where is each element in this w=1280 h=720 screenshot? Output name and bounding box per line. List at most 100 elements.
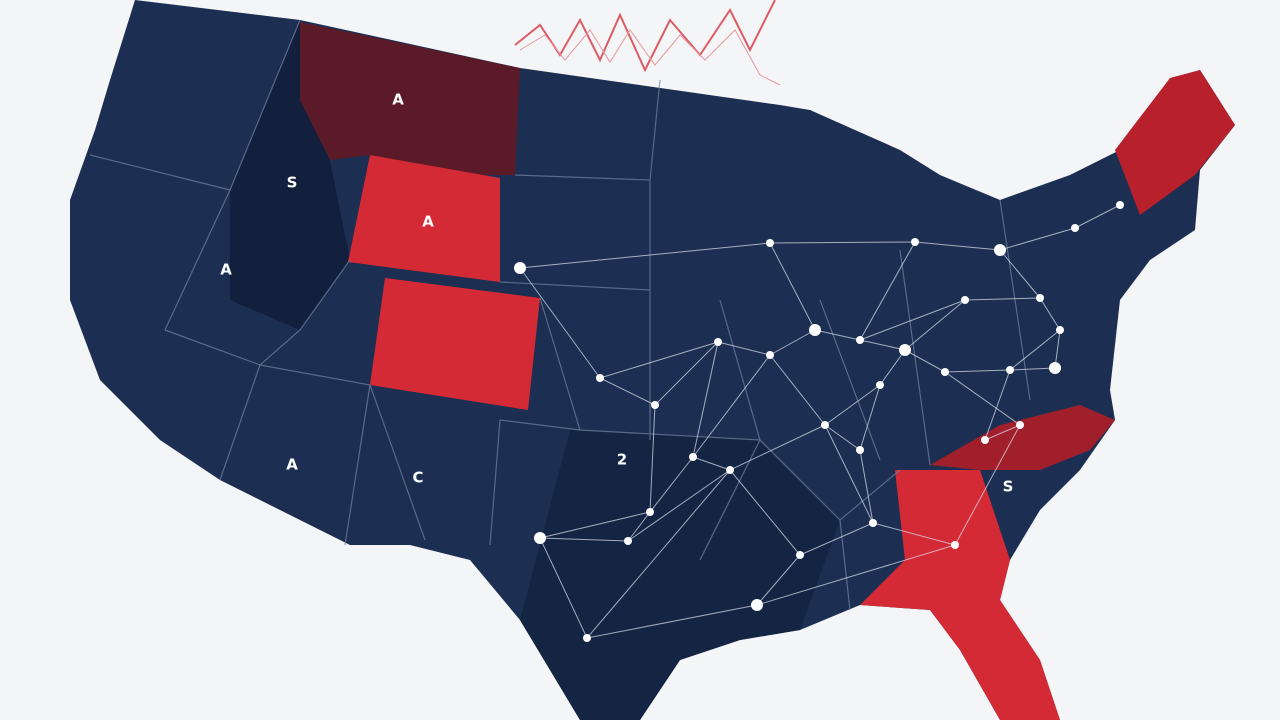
network-node bbox=[856, 446, 864, 454]
network-node bbox=[941, 368, 949, 376]
network-link bbox=[627, 511, 651, 542]
network-link bbox=[769, 329, 816, 356]
network-link bbox=[944, 371, 1021, 426]
network-node bbox=[1036, 294, 1044, 302]
network-link bbox=[654, 341, 719, 406]
network-link bbox=[586, 604, 758, 639]
network-link bbox=[539, 511, 651, 539]
network-node bbox=[596, 374, 604, 382]
network-link bbox=[964, 297, 1041, 301]
network-node bbox=[951, 541, 959, 549]
network-link bbox=[984, 369, 1011, 441]
network-link bbox=[649, 456, 694, 513]
network-link bbox=[824, 424, 861, 451]
network-link bbox=[586, 469, 731, 639]
network-link bbox=[1074, 204, 1121, 229]
network-node bbox=[646, 508, 654, 516]
state-label: A bbox=[422, 213, 434, 231]
network-node bbox=[869, 519, 877, 527]
state-colorado bbox=[370, 278, 540, 410]
network-link bbox=[879, 349, 906, 386]
network-node bbox=[1071, 224, 1079, 232]
network-node bbox=[1116, 201, 1124, 209]
network-link bbox=[649, 404, 656, 513]
network-link bbox=[1054, 329, 1061, 369]
network-link bbox=[539, 537, 629, 542]
state-label: S bbox=[1003, 478, 1014, 496]
state-new-england bbox=[1115, 70, 1235, 215]
network-node bbox=[1016, 421, 1024, 429]
network-node bbox=[821, 421, 829, 429]
network-link bbox=[692, 354, 771, 458]
network-link bbox=[769, 242, 816, 331]
network-link bbox=[769, 354, 826, 426]
network-node bbox=[796, 551, 804, 559]
network-node bbox=[1006, 366, 1014, 374]
state-north-carolina bbox=[930, 405, 1115, 470]
network-node bbox=[994, 244, 1006, 256]
state-borders bbox=[89, 19, 1031, 611]
network-link bbox=[814, 329, 861, 341]
state-label: C bbox=[412, 469, 423, 487]
network-link bbox=[914, 241, 1001, 251]
network-link bbox=[824, 384, 881, 426]
region-dark bbox=[230, 20, 350, 330]
decor-chart bbox=[514, 0, 781, 86]
network-node bbox=[624, 537, 632, 545]
network-link bbox=[519, 267, 601, 379]
network-link bbox=[859, 384, 881, 451]
network-node bbox=[856, 336, 864, 344]
network-link bbox=[859, 449, 874, 524]
network-link bbox=[692, 456, 731, 471]
network-node bbox=[726, 466, 734, 474]
network-link bbox=[859, 299, 966, 341]
network-link bbox=[1039, 297, 1061, 331]
network bbox=[514, 201, 1124, 642]
network-link bbox=[599, 377, 656, 406]
network-link bbox=[692, 341, 719, 458]
network-node bbox=[809, 324, 821, 336]
network-link bbox=[717, 341, 771, 356]
network-link bbox=[999, 249, 1041, 299]
state-label: A bbox=[220, 261, 232, 279]
network-link bbox=[872, 522, 956, 546]
network-link bbox=[904, 299, 966, 351]
network-link bbox=[904, 349, 946, 373]
network-link bbox=[627, 469, 731, 542]
network-node bbox=[911, 238, 919, 246]
network-link bbox=[944, 369, 1011, 373]
network-node bbox=[514, 262, 526, 274]
network-link bbox=[999, 227, 1076, 251]
network-link bbox=[824, 424, 874, 524]
network-link bbox=[756, 544, 956, 606]
network-node bbox=[651, 401, 659, 409]
network-node bbox=[689, 453, 697, 461]
network-node bbox=[961, 296, 969, 304]
state-label: A bbox=[286, 456, 298, 474]
state-label: S bbox=[287, 174, 298, 192]
network-link bbox=[599, 341, 719, 379]
network-link bbox=[539, 537, 588, 639]
network-node bbox=[981, 436, 989, 444]
network-link bbox=[756, 554, 801, 606]
state-label: 2 bbox=[617, 451, 627, 469]
state-labels: A S A A 2 C A S bbox=[220, 91, 1013, 496]
state-wyoming bbox=[348, 155, 500, 282]
network-link bbox=[1009, 367, 1056, 371]
network-node bbox=[714, 338, 722, 346]
network-link bbox=[984, 424, 1021, 441]
network-link bbox=[799, 522, 874, 556]
network-link bbox=[954, 424, 1021, 546]
network-link bbox=[519, 242, 771, 269]
state-label: A bbox=[392, 91, 404, 109]
network-node bbox=[751, 599, 763, 611]
network-link bbox=[859, 339, 906, 351]
network-link bbox=[729, 469, 801, 556]
region-dark bbox=[520, 430, 840, 720]
state-montana bbox=[300, 22, 520, 175]
network-link bbox=[1009, 329, 1061, 371]
network-node bbox=[1056, 326, 1064, 334]
network-node bbox=[1049, 362, 1061, 374]
